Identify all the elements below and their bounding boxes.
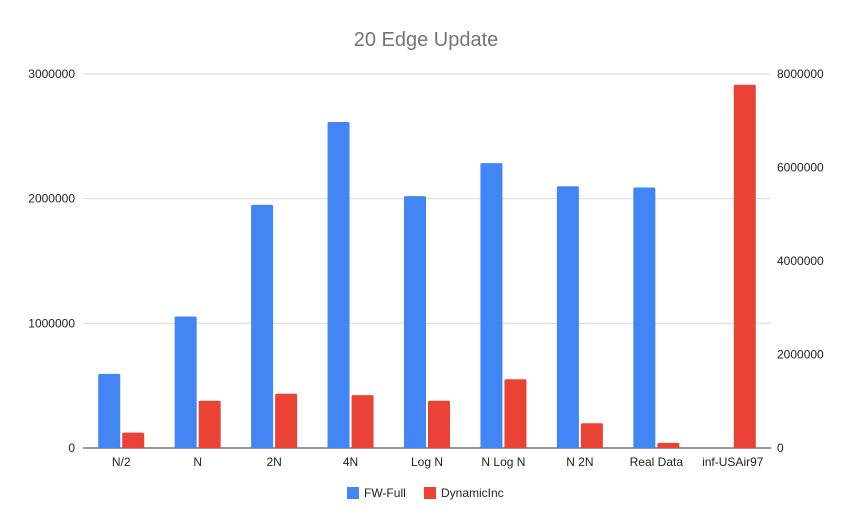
x-axis-tick-label: N Log N [481,455,525,469]
left-axis-tick-label: 3000000 [28,67,75,81]
bar-dynamicinc-n-2n [580,423,603,448]
bar-dynamicinc-log-n [428,400,450,448]
x-axis-tick-label: inf-USAir97 [702,455,764,469]
left-axis-tick-label: 2000000 [28,192,75,206]
x-axis-tick-label: N 2N [566,455,593,469]
legend-swatch-dynamicinc [424,487,436,499]
bar-dynamicinc-4n [351,395,374,448]
x-axis-tick-label: 4N [343,455,358,469]
right-axis-tick-label: 2000000 [777,348,824,362]
right-axis-tick-label: 0 [777,441,784,455]
bar-fw-full-log-n [404,196,426,448]
bar-fw-full-n-2n [556,186,579,448]
bar-dynamicinc-n-log-n [504,379,527,448]
x-axis-tick-label: Real Data [630,455,684,469]
bar-fw-full-n-2 [98,373,121,448]
legend-label-dynamicinc: DynamicInc [441,486,504,500]
bar-fw-full-4n [327,121,350,448]
bar-fw-full-real-data [633,187,656,449]
x-axis-tick-label: N [193,455,202,469]
right-axis-tick-label: 4000000 [777,254,824,268]
x-axis-tick-label: Log N [411,455,443,469]
left-axis-tick-label: 1000000 [28,316,75,330]
bar-fw-full-2n [251,204,274,448]
bar-dynamicinc-n [198,400,221,448]
right-axis-tick-label: 8000000 [777,67,824,81]
legend-swatch-fw-full [347,487,359,499]
right-axis-tick-label: 6000000 [777,161,824,175]
x-axis-tick-label: N/2 [112,455,131,469]
bar-dynamicinc-real-data [657,442,680,448]
bar-dynamicinc-inf-usair97 [733,84,756,448]
legend-label-fw-full: FW-Full [364,486,406,500]
left-axis-tick-label: 0 [68,441,75,455]
bar-dynamicinc-n-2 [122,432,145,448]
bar-dynamicinc-2n [275,393,298,448]
bar-fw-full-n-log-n [480,163,503,449]
bar-fw-full-n [174,316,197,448]
x-axis-tick-label: 2N [266,455,281,469]
chart-title: 20 Edge Update [354,29,499,51]
